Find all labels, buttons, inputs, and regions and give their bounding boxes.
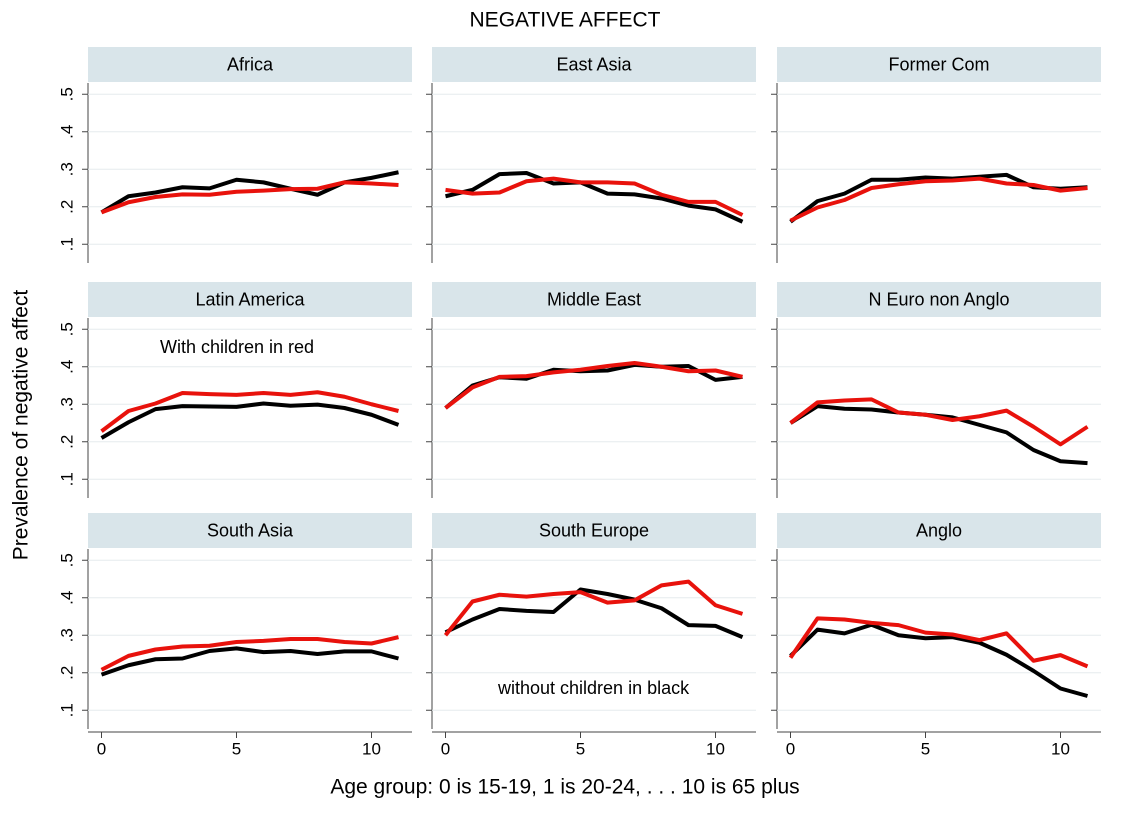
panel-header — [777, 47, 1101, 82]
panel-title: South Asia — [207, 520, 294, 540]
series-line — [789, 622, 1089, 698]
x-tick-label: 0 — [97, 739, 106, 758]
series-line — [789, 397, 1089, 447]
annotation: With children in red — [160, 337, 314, 357]
y-tick-label: .3 — [57, 628, 76, 642]
panel-title: Africa — [227, 54, 274, 74]
y-tick-label: .4 — [57, 125, 76, 139]
chart-title: NEGATIVE AFFECT — [470, 9, 661, 32]
series-line — [100, 646, 400, 677]
series-line — [100, 635, 399, 672]
series-line — [100, 390, 399, 433]
series-line — [788, 616, 1089, 669]
series-line — [100, 401, 400, 440]
panel-header — [432, 282, 756, 317]
series-line — [445, 171, 744, 224]
y-tick-label: .1 — [57, 472, 76, 486]
x-tick-label: 0 — [786, 739, 795, 758]
y-tick-label: .1 — [57, 703, 76, 717]
y-tick-label: .5 — [57, 87, 76, 101]
panel-title: Latin America — [195, 289, 305, 309]
x-tick-label: 5 — [576, 739, 585, 758]
x-tick-label: 0 — [441, 739, 450, 758]
series-line — [789, 176, 1088, 223]
series-line — [444, 361, 743, 410]
panel-title: Former Com — [888, 54, 989, 74]
series-line — [100, 180, 399, 215]
y-tick-label: .5 — [57, 322, 76, 336]
series-line — [445, 176, 744, 217]
annotation: without children in black — [497, 678, 690, 698]
y-tick-label: .3 — [57, 162, 76, 176]
x-tick-label: 10 — [362, 739, 381, 758]
panel-title: Middle East — [547, 289, 641, 309]
series-line — [443, 579, 744, 637]
panel-header — [432, 47, 756, 82]
x-axis-label: Age group: 0 is 15-19, 1 is 20-24, . . .… — [330, 776, 799, 799]
panel-header — [88, 282, 412, 317]
y-tick-label: .4 — [57, 591, 76, 605]
panel-header — [88, 513, 412, 548]
y-tick-label: .5 — [57, 553, 76, 567]
x-tick-label: 10 — [706, 739, 725, 758]
panel-header — [432, 513, 756, 548]
y-tick-label: .2 — [57, 435, 76, 449]
panel-title: South Europe — [539, 520, 649, 540]
panel-header — [777, 513, 1101, 548]
y-tick-label: .2 — [57, 666, 76, 680]
y-tick-label: .1 — [57, 237, 76, 251]
x-tick-label: 10 — [1051, 739, 1070, 758]
y-tick-label: .3 — [57, 397, 76, 411]
x-tick-label: 5 — [921, 739, 930, 758]
y-axis-label: Prevalence of negative affect — [10, 290, 33, 561]
panel-header — [777, 282, 1101, 317]
panel-title: N Euro non Anglo — [868, 289, 1009, 309]
panel-title: East Asia — [556, 54, 632, 74]
x-tick-label: 5 — [232, 739, 241, 758]
series-line — [444, 587, 744, 639]
y-tick-label: .2 — [57, 200, 76, 214]
panel-header — [88, 47, 412, 82]
panel-title: Anglo — [916, 520, 962, 540]
y-tick-label: .4 — [57, 360, 76, 374]
